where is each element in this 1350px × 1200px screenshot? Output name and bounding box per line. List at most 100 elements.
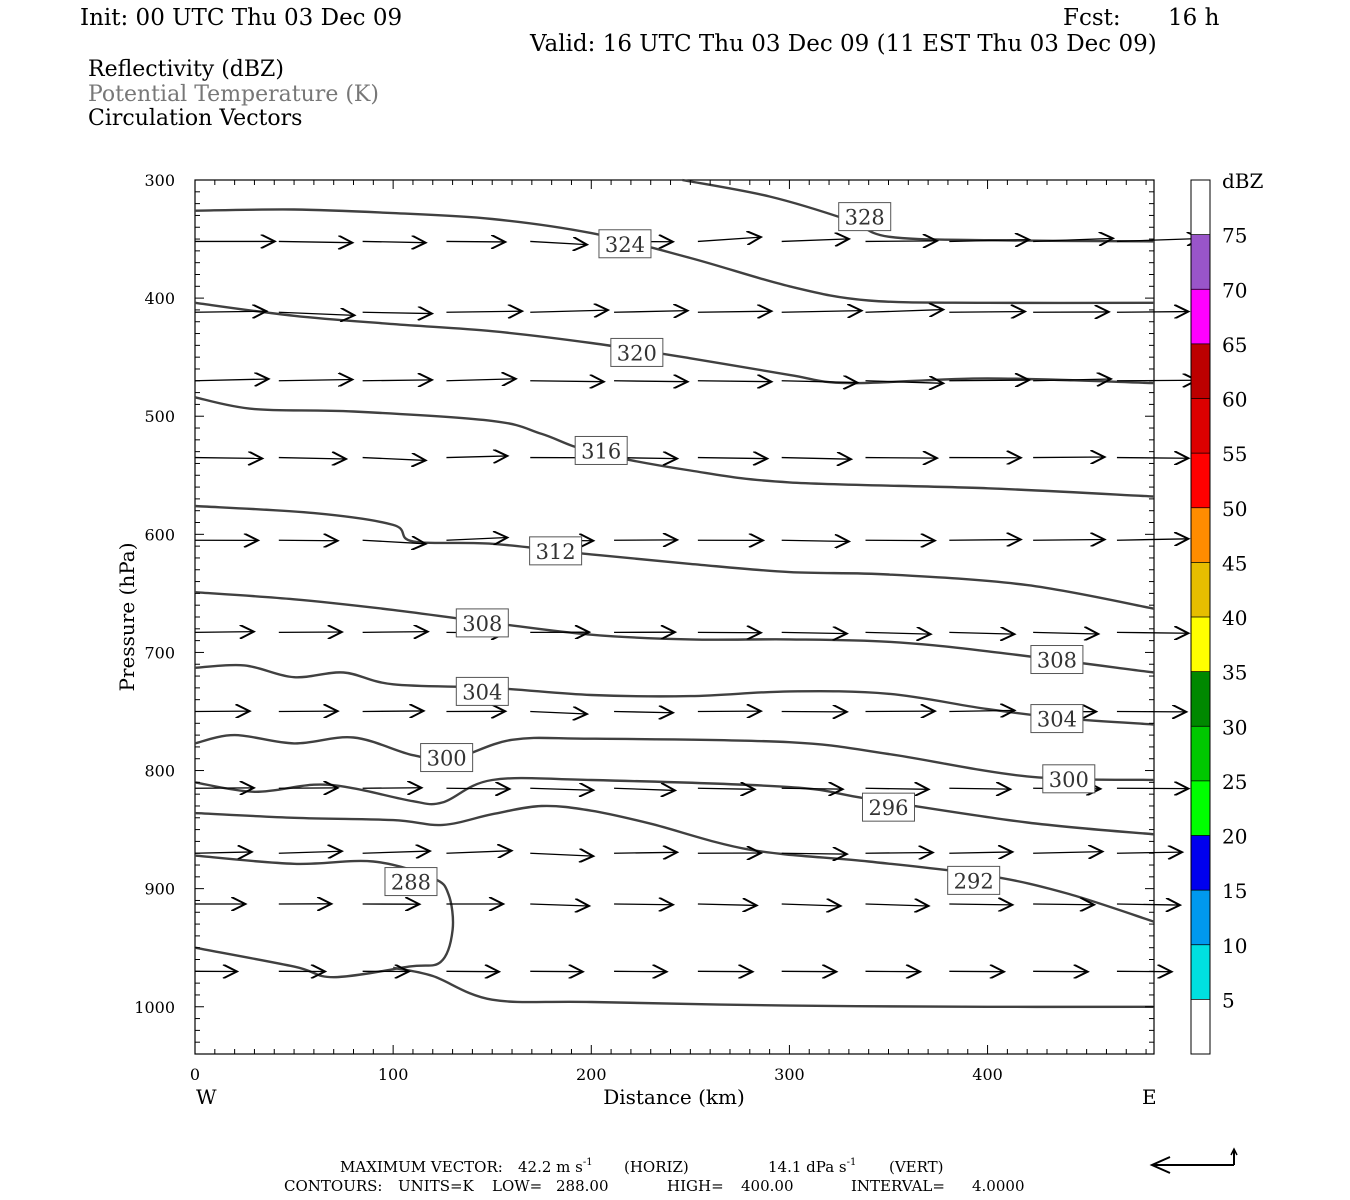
dbz-colorbar: 5 10 15 20 25 30 35 40 45 50 55 60 65 70 75 [1190, 179, 1247, 1055]
circulation-vector [697, 788, 755, 789]
contour-label-box [947, 865, 1001, 895]
contour-label-box [455, 676, 509, 706]
colorbar-label: 75 [1222, 224, 1247, 248]
circulation-vector [362, 851, 430, 853]
circulation-vector [949, 852, 1012, 853]
contour-label: 304 [1037, 708, 1077, 732]
colorbar-label: 25 [1222, 770, 1247, 794]
circulation-vector [362, 540, 426, 544]
x-tick-label: 200 [576, 1065, 607, 1084]
contours-line: CONTOURS: UNITS=K LOW= 288.00 HIGH= 400.… [284, 1177, 1025, 1195]
circulation-vector [781, 458, 851, 460]
circulation-vector [949, 632, 1014, 634]
circulation-vector [697, 311, 772, 312]
colorbar-label: 50 [1222, 497, 1247, 521]
colorbar-segment [1191, 289, 1210, 344]
circulation-vector [614, 904, 673, 905]
circulation-vector [1033, 379, 1111, 381]
circulation-vector [530, 904, 589, 906]
colorbar-label: 45 [1222, 551, 1247, 575]
contours-label: CONTOURS: [284, 1177, 382, 1195]
circulation-vector [949, 240, 1029, 242]
colorbar-title: dBZ [1222, 169, 1264, 193]
circulation-vectors-title: Circulation Vectors [88, 106, 303, 131]
theta-contour-284 [392, 966, 1155, 1009]
contour-high-value: 400.00 [741, 1177, 794, 1195]
contour-label: 304 [462, 680, 502, 704]
contour-label: 308 [1037, 649, 1077, 673]
circulation-vector [278, 851, 342, 853]
init-time: Init: 00 UTC Thu 03 Dec 09 [80, 5, 403, 31]
circulation-vector [781, 239, 849, 242]
contour-interval-label: INTERVAL= [851, 1177, 945, 1195]
colorbar-segment [1191, 562, 1210, 617]
colorbar-segment [1191, 780, 1210, 836]
contour-label-box [455, 608, 509, 638]
circulation-vector [1033, 457, 1104, 458]
colorbar-segment [1191, 890, 1210, 945]
circulation-vector [278, 458, 346, 459]
colorbar-segment [1191, 999, 1210, 1054]
circulation-vector [1116, 312, 1188, 313]
circulation-vector [781, 540, 849, 541]
y-tick-label: 800 [144, 762, 175, 781]
circulation-vector [530, 381, 604, 382]
theta-contour-300 [194, 733, 1155, 782]
circulation-vector [865, 381, 944, 384]
colorbar-segment [1191, 507, 1210, 563]
circulation-vector [1116, 380, 1197, 381]
circulation-vector [530, 853, 593, 856]
circulation-vector [949, 904, 1012, 905]
circulation-vector [781, 853, 847, 854]
contour-label: 296 [868, 796, 908, 820]
circulation-vector [949, 380, 1029, 381]
circulation-vector [362, 380, 432, 381]
circulation-vector [446, 379, 515, 381]
circulation-vector [362, 711, 424, 712]
contour-label: 292 [954, 869, 994, 893]
colorbar-label: 5 [1222, 988, 1235, 1012]
circulation-vector [446, 456, 507, 458]
colorbar-segment [1191, 180, 1210, 235]
circulation-vector [1116, 239, 1201, 242]
colorbar-segment [1191, 944, 1210, 1000]
circulation-vector [1116, 539, 1188, 540]
theta-contour-328 [682, 178, 1155, 243]
contour-labels: 328 324 320 316 312 308 308 304 304 300 300 296 292 2… [384, 202, 1096, 897]
contour-label: 288 [391, 871, 431, 895]
x-tick-label: 300 [774, 1065, 805, 1084]
colorbar-label: 70 [1222, 278, 1247, 302]
circulation-vector [781, 381, 858, 383]
circulation-vector [194, 311, 266, 312]
y-tick-label: 600 [144, 525, 175, 544]
circulation-vector [781, 632, 847, 633]
circulation-vector [278, 241, 353, 242]
contour-label-box [1030, 645, 1084, 675]
circulation-vector [1033, 632, 1098, 634]
max-vector-line: MAXIMUM VECTOR: 42.2 m s-1 (HORIZ) 14.1 … [340, 1151, 944, 1176]
circulation-vector [865, 632, 931, 634]
reference-vector-icon [1149, 1147, 1238, 1174]
circulation-vector [1033, 238, 1113, 241]
max-vector-label: MAXIMUM VECTOR: [340, 1158, 503, 1176]
circulation-vector [530, 310, 608, 312]
circulation-vector [1116, 632, 1188, 633]
contour-low-value: 288.00 [556, 1177, 609, 1195]
colorbar-segment [1191, 835, 1210, 891]
theta-contour-316 [194, 396, 1155, 498]
theta-contour-312 [194, 504, 1155, 610]
colorbar-segment [1191, 234, 1210, 290]
reflectivity-title: Reflectivity (dBZ) [88, 57, 284, 82]
contour-label-box [838, 202, 892, 232]
circulation-vector [865, 904, 929, 906]
circulation-vector [362, 241, 426, 242]
circulation-vector [1033, 904, 1094, 905]
circulation-vector [446, 241, 505, 242]
valid-time: Valid: 16 UTC Thu 03 Dec 09 (11 EST Thu … [530, 31, 1157, 57]
circulation-vector [278, 380, 353, 381]
y-tick-label: 400 [144, 289, 175, 308]
colorbar-segment [1191, 726, 1210, 781]
circulation-vector [194, 379, 269, 381]
circulation-vector [781, 311, 862, 313]
